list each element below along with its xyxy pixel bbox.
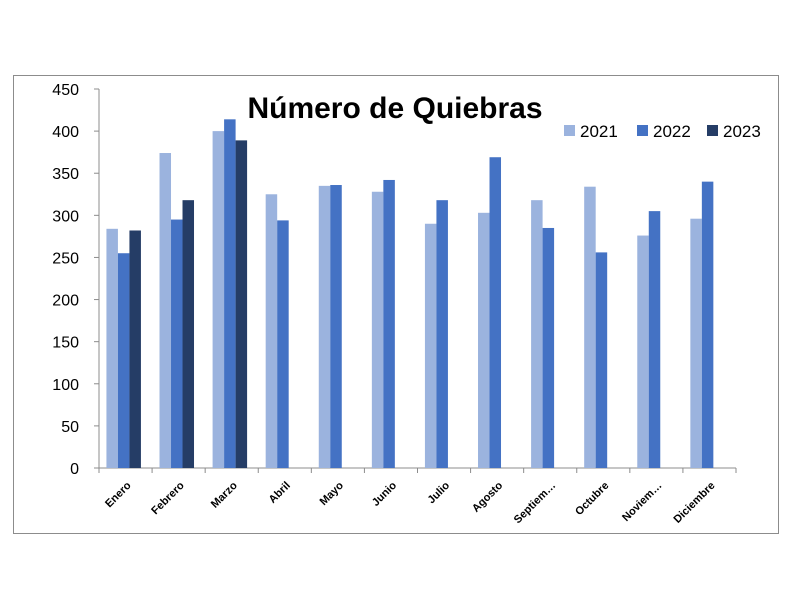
legend-label-2022: 2022 (653, 122, 691, 141)
y-tick-label: 50 (61, 419, 79, 436)
bar-2021-Enero (106, 228, 118, 468)
bar-2022-Mayo (330, 185, 342, 468)
x-tick-label: Mayo (318, 479, 347, 508)
bar-2021-Mayo (318, 185, 331, 468)
y-tick-label: 450 (52, 82, 79, 99)
y-tick-label: 0 (70, 461, 79, 478)
bar-2021-Abril (265, 194, 278, 468)
x-tick-label: Julio (426, 479, 453, 506)
bar-2023-Enero (129, 230, 141, 468)
y-axis: 0 50 100 150 200 250 300 350 400 450 (52, 82, 100, 478)
y-tick-label: 100 (52, 377, 79, 394)
bar-2021-Agosto (478, 212, 490, 468)
bar-2022-Abril (277, 220, 289, 468)
legend-label-2023: 2023 (723, 122, 761, 141)
legend-swatch-2021 (564, 125, 575, 136)
x-tick-label: Febrero (149, 479, 187, 517)
x-tick-label: Diciembre (671, 480, 717, 526)
y-tick-label: 300 (52, 208, 79, 225)
bar-2021-Octubre (584, 186, 596, 468)
y-tick-label: 150 (52, 335, 79, 352)
bar-2023-Febrero (182, 200, 195, 468)
legend-swatch-2023 (707, 125, 718, 136)
y-tick-label: 400 (52, 124, 79, 141)
x-axis: Enero Febrero Marzo Abril Mayo Junio Julio Agos… (98, 467, 737, 527)
bar-2021-Noviem… (637, 235, 649, 468)
bar-2021-Marzo (212, 131, 225, 468)
x-tick-label: Junio (370, 479, 399, 508)
y-tick-label: 250 (52, 250, 79, 267)
bar-2021-Septiem… (531, 200, 543, 468)
x-tick-label: Agosto (470, 479, 505, 514)
x-tick-label: Noviem… (620, 480, 664, 524)
bar-2022-Marzo (224, 119, 236, 468)
bar-2022-Agosto (489, 157, 502, 468)
bar-2022-Octubre (595, 252, 608, 468)
bar-2021-Diciembre (690, 218, 702, 468)
y-tick-label: 200 (52, 293, 79, 310)
y-tick-label: 350 (52, 166, 79, 183)
chart-title: Número de Quiebras (247, 92, 542, 125)
bar-2021-Febrero (159, 153, 172, 468)
legend-swatch-2022 (637, 125, 648, 136)
bar-2022-Junio (383, 179, 395, 468)
bar-2022-Febrero (171, 219, 183, 468)
bar-2021-Julio (424, 223, 437, 468)
x-tick-label: Octubre (573, 480, 611, 518)
legend: 2021 2022 2023 (564, 122, 761, 141)
bar-2022-Julio (436, 200, 448, 468)
x-tick-label: Marzo (209, 479, 240, 510)
bar-2022-Septiem… (542, 227, 555, 468)
bar-2022-Noviem… (648, 211, 661, 468)
bar-2022-Enero (117, 253, 130, 468)
bar-2022-Diciembre (701, 181, 714, 468)
x-tick-label: Abril (267, 480, 293, 506)
x-tick-label: Enero (103, 479, 134, 510)
bar-2021-Junio (371, 191, 384, 469)
legend-label-2021: 2021 (580, 122, 618, 141)
bar-2023-Marzo (235, 140, 248, 468)
x-tick-label: Septiem… (512, 480, 559, 527)
bars (106, 119, 714, 469)
